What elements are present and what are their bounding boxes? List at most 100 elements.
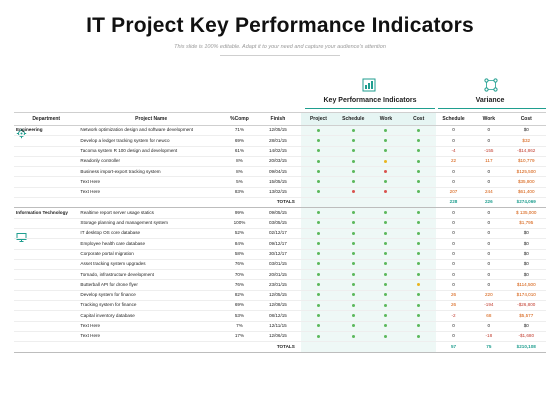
kpi-project-cell	[300, 331, 337, 343]
green-status-dot-icon	[351, 262, 355, 266]
kpi-cost-cell	[401, 238, 436, 250]
kpi-cost-cell	[401, 269, 436, 281]
red-status-dot-icon	[351, 190, 355, 194]
department-cell	[14, 238, 79, 250]
green-status-dot-icon	[417, 293, 421, 297]
work-variance-cell: 0	[471, 228, 507, 240]
finish-date-cell: 30/12/17	[255, 249, 301, 260]
finish-date-cell: 14/02/15	[255, 146, 301, 157]
green-status-dot-icon	[316, 324, 320, 328]
green-status-dot-icon	[316, 313, 320, 317]
kpi-project-cell	[300, 135, 337, 147]
red-status-dot-icon	[384, 169, 388, 173]
green-status-dot-icon	[417, 138, 421, 142]
col-kpi-work: Work	[370, 112, 402, 126]
green-status-dot-icon	[316, 221, 320, 225]
finish-date-cell: 20/01/15	[255, 269, 301, 281]
kpi-cost-cell	[401, 228, 436, 240]
kpi-work-cell	[370, 279, 402, 291]
kpi-schedule-cell	[336, 135, 371, 147]
finish-date-cell: 12/11/15	[255, 321, 301, 332]
kpi-work-cell	[370, 321, 402, 332]
percent-complete-cell: 99%	[223, 207, 256, 219]
kpi-project-cell	[300, 310, 337, 322]
cost-variance-cell: $1,795	[506, 218, 546, 229]
schedule-variance-cell: 0	[435, 331, 472, 343]
table-row: Business import-export tracking system 8%…	[14, 166, 546, 178]
kpi-work-cell	[370, 259, 402, 271]
kpi-cost-cell	[401, 290, 436, 302]
col-kpi-schedule: Schedule	[336, 112, 371, 126]
work-variance-cell: 0	[471, 249, 507, 260]
kpi-cost-cell	[401, 207, 436, 219]
kpi-schedule-cell	[336, 259, 371, 271]
percent-complete-cell: 70%	[223, 269, 256, 281]
green-status-dot-icon	[316, 283, 320, 287]
green-status-dot-icon	[384, 221, 388, 225]
green-status-dot-icon	[316, 303, 320, 307]
kpi-schedule-cell	[336, 310, 371, 322]
schedule-variance-cell: 0	[435, 207, 472, 219]
green-status-dot-icon	[384, 138, 388, 142]
finish-date-cell: 15/05/15	[255, 176, 301, 188]
kpi-work-cell	[370, 269, 402, 281]
kpi-work-cell	[370, 125, 402, 137]
kpi-cost-cell	[401, 176, 436, 188]
kpi-project-cell	[300, 207, 337, 219]
col-var-work: Work	[471, 112, 507, 126]
percent-complete-cell: 76%	[223, 279, 256, 291]
green-status-dot-icon	[351, 252, 355, 256]
project-name-cell: Network optimization design and software…	[78, 125, 224, 137]
kpi-cost-cell	[401, 331, 436, 343]
schedule-variance-cell: 26	[435, 290, 472, 302]
kpi-project-cell	[300, 249, 337, 260]
finish-date-cell: 03/05/15	[255, 218, 301, 229]
yellow-status-dot-icon	[417, 283, 421, 287]
table-row: Develop a ledger tracking system for new…	[14, 135, 546, 147]
schedule-variance-cell: 0	[435, 321, 472, 332]
kpi-work-cell	[370, 290, 402, 302]
col-finish: Finish	[255, 112, 301, 126]
green-status-dot-icon	[316, 272, 320, 276]
green-status-dot-icon	[316, 169, 320, 173]
green-status-dot-icon	[417, 211, 421, 214]
kpi-project-cell	[300, 125, 337, 137]
project-name-cell: Develop system for finance	[78, 290, 224, 302]
kpi-table: Department Project Name %Comp Finish Pro…	[14, 112, 546, 353]
green-status-dot-icon	[384, 128, 388, 132]
green-status-dot-icon	[384, 303, 388, 307]
project-name-cell: Storage planning and management system	[78, 218, 224, 229]
table-row: IT desktop OS core database 52% 02/12/17 0 0…	[14, 228, 546, 240]
department-cell	[14, 135, 79, 147]
work-variance-cell: 0	[471, 279, 507, 291]
kpi-schedule-cell	[336, 146, 371, 157]
green-status-dot-icon	[417, 252, 421, 256]
work-variance-cell: 0	[471, 176, 507, 188]
kpi-group-line	[305, 108, 435, 109]
kpi-schedule-cell	[336, 249, 371, 260]
finish-date-cell: 13/02/15	[255, 187, 301, 199]
table-row: Develop system for finance 82% 12/05/15 26 2…	[14, 290, 546, 302]
kpi-work-cell	[370, 228, 402, 240]
green-status-dot-icon	[351, 128, 355, 132]
kpi-schedule-cell	[336, 290, 371, 302]
kpi-cost-cell	[401, 259, 436, 271]
finish-date-cell: 09/12/17	[255, 238, 301, 250]
project-name-cell: Capital inventory database	[78, 310, 224, 322]
department-cell	[14, 166, 79, 178]
cost-variance-cell: $0	[506, 238, 546, 250]
schedule-variance-cell: 207	[435, 187, 472, 199]
schedule-variance-cell: 0	[435, 135, 472, 147]
green-status-dot-icon	[351, 334, 355, 338]
kpi-project-cell	[300, 166, 337, 178]
total-work-variance: 226	[471, 197, 507, 209]
kpi-schedule-cell	[336, 207, 371, 219]
table-row: Readonly controller 8% 20/03/15 22 117 $10,77…	[14, 156, 546, 168]
kpi-work-cell	[370, 146, 402, 157]
kpi-work-cell	[370, 176, 402, 188]
green-status-dot-icon	[316, 138, 320, 142]
cost-variance-cell: $61,400	[506, 187, 546, 199]
cost-variance-cell: $5,577	[506, 310, 546, 322]
kpi-schedule-cell	[336, 228, 371, 240]
variance-group-header: Variance	[475, 97, 505, 104]
